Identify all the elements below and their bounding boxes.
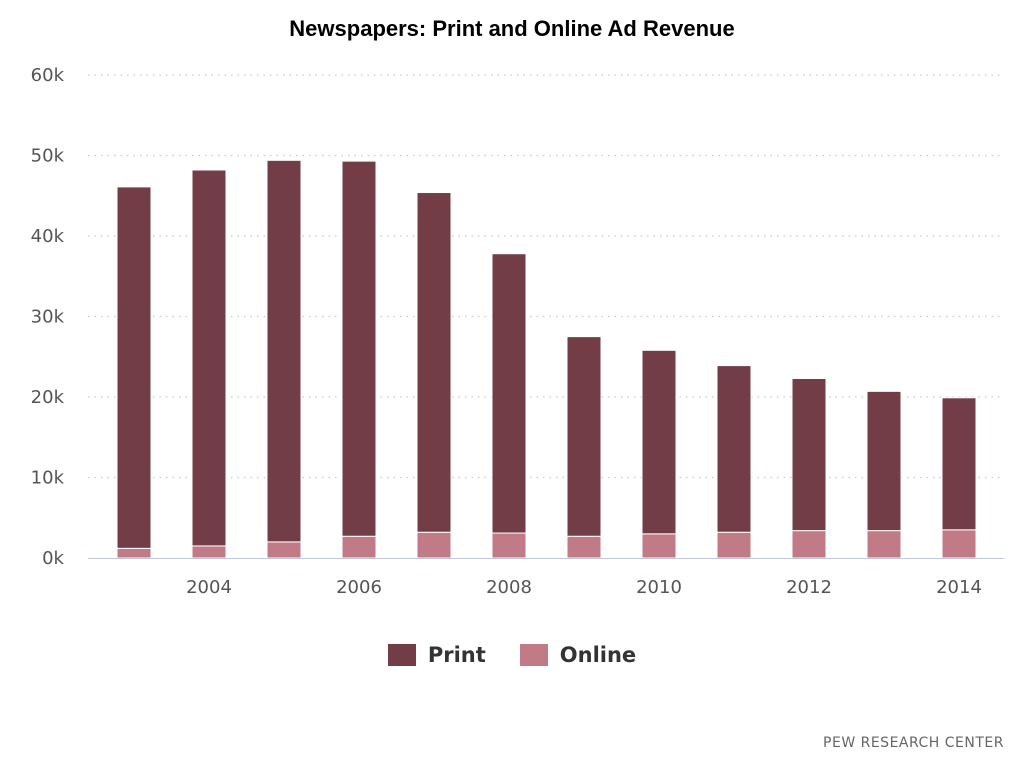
legend-label-print: Print (427, 643, 486, 667)
y-tick-label: 30k (31, 307, 65, 328)
y-tick-label: 50k (31, 146, 65, 167)
y-tick-label: 60k (31, 65, 65, 86)
legend: Print Online (0, 643, 1024, 667)
bar-print-2006[interactable] (341, 160, 377, 537)
bar-online-2009[interactable] (566, 535, 602, 559)
bar-online-2003[interactable] (116, 547, 152, 559)
bar-print-2011[interactable] (716, 365, 752, 533)
legend-swatch-online (519, 644, 548, 666)
legend-item-print[interactable]: Print (387, 643, 486, 667)
y-tick-label: 10k (31, 468, 65, 489)
bar-print-2010[interactable] (641, 349, 677, 535)
legend-item-online[interactable]: Online (519, 643, 637, 667)
y-tick-label: 0k (42, 548, 64, 569)
bar-online-2010[interactable] (641, 533, 677, 559)
credit-text: PEW RESEARCH CENTER (823, 735, 1004, 751)
legend-swatch-print (387, 644, 416, 666)
bars (116, 159, 977, 559)
x-tick-label: 2012 (786, 577, 832, 598)
x-tick-label: 2006 (336, 577, 382, 598)
bar-print-2009[interactable] (566, 336, 602, 537)
bar-online-2011[interactable] (716, 531, 752, 559)
bar-online-2006[interactable] (341, 535, 377, 559)
bar-online-2012[interactable] (791, 530, 827, 559)
bar-print-2012[interactable] (791, 377, 827, 532)
bar-print-2008[interactable] (491, 253, 527, 534)
bar-online-2005[interactable] (266, 541, 302, 559)
bar-online-2013[interactable] (866, 530, 902, 559)
x-tick-label: 2008 (486, 577, 532, 598)
bar-online-2004[interactable] (191, 545, 227, 559)
chart-title: Newspapers: Print and Online Ad Revenue (289, 16, 735, 41)
bar-print-2013[interactable] (866, 390, 902, 532)
bar-online-2007[interactable] (416, 531, 452, 559)
bar-print-2007[interactable] (416, 192, 452, 533)
axes: 0k 10k 20k 30k 40k 50k 60k 2004 2006 2008 2010 2012… (31, 65, 1004, 598)
bar-print-2005[interactable] (266, 159, 302, 543)
bar-online-2014[interactable] (941, 529, 977, 559)
bar-online-2008[interactable] (491, 532, 527, 559)
bar-print-2014[interactable] (941, 397, 977, 531)
x-tick-label: 2014 (936, 577, 982, 598)
x-tick-label: 2010 (636, 577, 682, 598)
legend-label-online: Online (559, 643, 637, 667)
x-tick-label: 2004 (186, 577, 232, 598)
bar-print-2003[interactable] (116, 186, 152, 549)
y-tick-label: 40k (31, 226, 65, 247)
y-tick-label: 20k (31, 387, 65, 408)
bar-print-2004[interactable] (191, 169, 227, 547)
